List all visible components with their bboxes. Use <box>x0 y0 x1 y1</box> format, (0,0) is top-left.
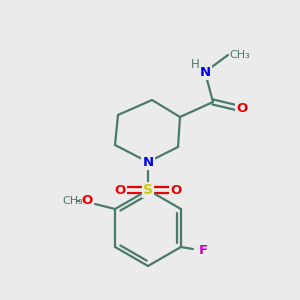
Text: S: S <box>143 183 153 197</box>
Text: CH₃: CH₃ <box>230 50 250 60</box>
Text: O: O <box>236 101 247 115</box>
Text: O: O <box>114 184 126 196</box>
Text: CH₃: CH₃ <box>63 196 83 206</box>
Text: N: N <box>142 155 154 169</box>
Text: H: H <box>190 58 200 70</box>
Text: O: O <box>170 184 182 196</box>
Text: O: O <box>82 194 93 208</box>
Text: N: N <box>200 65 211 79</box>
Text: F: F <box>198 244 208 257</box>
